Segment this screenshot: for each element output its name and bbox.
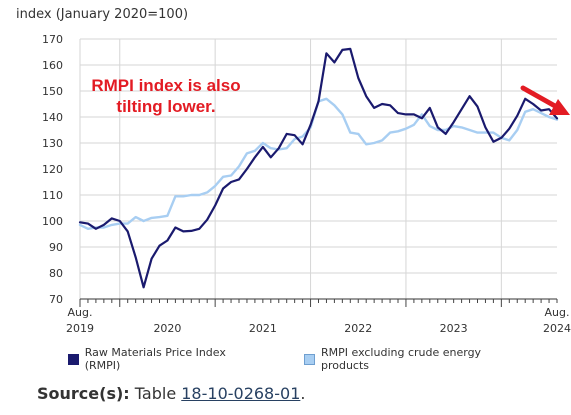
annotation: RMPI index is also tilting lower. bbox=[91, 76, 570, 116]
line-chart: 70 80 90 100 110 120 130 140 150 160 170 Aug. 2019 2… bbox=[42, 33, 571, 335]
y-tick-label-140: 140 bbox=[42, 111, 63, 124]
annotation-text-line2: tilting lower. bbox=[116, 97, 215, 116]
source-line: Source(s): Table 18-10-0268-01. bbox=[37, 384, 305, 403]
y-axis: 70 80 90 100 110 120 130 140 150 160 170 bbox=[42, 33, 63, 306]
legend: Raw Materials Price Index (RMPI) RMPI ex… bbox=[68, 346, 571, 372]
y-tick-label-100: 100 bbox=[42, 215, 63, 228]
y-tick-label-160: 160 bbox=[42, 59, 63, 72]
x-tick-label-2023: 2023 bbox=[440, 322, 468, 335]
source-table-link[interactable]: 18-10-0268-01 bbox=[181, 384, 301, 403]
legend-label-rmpi-excl: RMPI excluding crude energy products bbox=[320, 346, 482, 372]
legend-item-rmpi-excl: RMPI excluding crude energy products bbox=[304, 346, 527, 372]
legend-swatch-rmpi bbox=[68, 353, 79, 365]
legend-swatch-rmpi-excl bbox=[304, 353, 315, 365]
x-tick-label-2020: 2020 bbox=[153, 322, 181, 335]
annotation-arrow-shaft bbox=[520, 85, 558, 109]
x-axis: Aug. 2019 2020 2021 2022 2023 Aug. 2024 bbox=[66, 298, 571, 335]
annotation-arrow-head bbox=[549, 99, 570, 115]
y-tick-label-90: 90 bbox=[49, 241, 63, 254]
y-axis-title: index (January 2020=100) bbox=[16, 7, 189, 22]
series-line-rmpi-excl bbox=[78, 97, 559, 231]
x-tick-label-2021: 2021 bbox=[249, 322, 277, 335]
x-tick-label-2019-month: Aug. bbox=[68, 306, 93, 319]
legend-item-rmpi: Raw Materials Price Index (RMPI) bbox=[68, 346, 260, 372]
y-tick-label-150: 150 bbox=[42, 85, 63, 98]
gridlines bbox=[79, 38, 557, 299]
y-tick-label-80: 80 bbox=[49, 267, 63, 280]
legend-label-rmpi: Raw Materials Price Index (RMPI) bbox=[84, 346, 226, 372]
y-tick-label-70: 70 bbox=[49, 293, 63, 306]
series-line-rmpi bbox=[78, 47, 559, 289]
y-tick-label-110: 110 bbox=[42, 189, 63, 202]
y-tick-label-120: 120 bbox=[42, 163, 63, 176]
x-tick-label-2024-month: Aug. bbox=[545, 306, 570, 319]
x-tick-label-2019: 2019 bbox=[66, 322, 94, 335]
y-tick-label-170: 170 bbox=[42, 33, 63, 46]
x-tick-label-2024: 2024 bbox=[543, 322, 571, 335]
source-label: Source(s): bbox=[37, 384, 130, 403]
source-suffix: . bbox=[300, 384, 306, 403]
x-tick-label-2022: 2022 bbox=[344, 322, 372, 335]
series-lines bbox=[78, 47, 559, 289]
annotation-text-line1: RMPI index is also bbox=[91, 76, 240, 95]
y-tick-label-130: 130 bbox=[42, 137, 63, 150]
source-text: Table bbox=[134, 384, 177, 403]
